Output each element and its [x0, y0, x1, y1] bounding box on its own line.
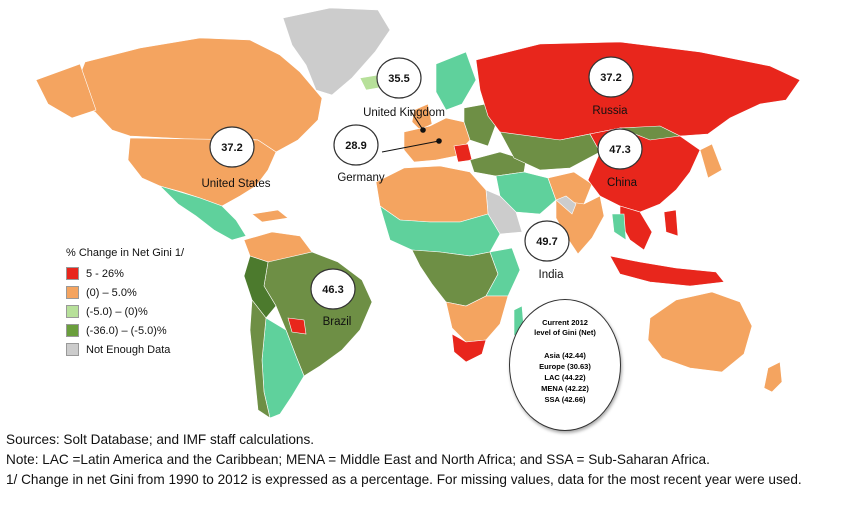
bubble-united-states: 37.2	[209, 126, 255, 168]
region-alaska	[35, 63, 97, 119]
label-russia: Russia	[592, 105, 628, 117]
uk-connector-dot	[420, 127, 426, 133]
svg-text:49.7: 49.7	[536, 236, 557, 248]
regional-item: MENA (42.22)	[541, 384, 589, 393]
legend-title: % Change in Net Gini 1/	[66, 247, 185, 259]
note-footnote: 1/ Change in net Gini from 1990 to 2012 …	[6, 472, 802, 487]
legend-item: (-36.0) – (-5.0)%	[66, 321, 271, 340]
legend-label: (-5.0) – (0)%	[86, 305, 148, 318]
legend-label: Not Enough Data	[86, 343, 171, 356]
regional-item: LAC (44.22)	[544, 373, 586, 382]
legend-item: Not Enough Data	[66, 340, 271, 359]
svg-text:47.3: 47.3	[609, 144, 630, 156]
legend-swatch	[66, 324, 79, 337]
bubble-india: 49.7	[524, 220, 570, 262]
note-sources: Sources: Solt Database; and IMF staff ca…	[6, 432, 315, 447]
bubble-china: 47.3	[597, 128, 643, 170]
bubble-united-kingdom: 35.5	[376, 57, 422, 99]
region-balkans	[453, 143, 473, 163]
region-pakistan	[555, 195, 577, 215]
regional-title-line1: Current 2012	[542, 318, 588, 327]
region-thailand	[611, 213, 627, 241]
svg-text:46.3: 46.3	[322, 284, 343, 296]
map-canvas: 37.2 35.5 28.9 37.2 47.3 49.7 46.3 Unite…	[35, 7, 801, 419]
region-caribbean	[251, 209, 289, 223]
svg-text:37.2: 37.2	[600, 72, 621, 84]
region-korea-japan	[699, 143, 723, 179]
legend-label: (0) – 5.0%	[86, 286, 137, 299]
legend-item: (-5.0) – (0)%	[66, 302, 271, 321]
bubble-russia: 37.2	[588, 56, 634, 98]
region-sahel	[379, 205, 501, 257]
source-notes: Sources: Solt Database; and IMF staff ca…	[6, 430, 861, 490]
regional-item: SSA (42.66)	[544, 395, 586, 404]
uk-connector	[409, 109, 424, 131]
region-kazakhstan	[499, 131, 601, 171]
label-india: India	[539, 269, 565, 281]
legend-swatch	[66, 343, 79, 356]
label-germany: Germany	[337, 172, 385, 184]
region-new-zealand	[763, 361, 783, 393]
region-southern-africa	[445, 295, 509, 343]
legend-item: 5 - 26%	[66, 264, 271, 283]
region-mongolia	[619, 125, 682, 141]
regional-title-line2: level of Gini (Net)	[534, 328, 596, 337]
region-greenland	[282, 7, 391, 96]
note-abbreviations: Note: LAC =Latin America and the Caribbe…	[6, 452, 710, 467]
legend-label: (-36.0) – (-5.0)%	[86, 324, 167, 337]
germany-connector-dot	[436, 138, 442, 144]
regional-item: Asia (42.44)	[544, 351, 586, 360]
map-legend: % Change in Net Gini 1/ 5 - 26% (0) – 5.…	[66, 247, 271, 359]
region-scandinavia	[435, 51, 477, 111]
region-south-africa	[451, 333, 487, 363]
legend-label: 5 - 26%	[86, 267, 124, 280]
region-philippines	[663, 209, 679, 237]
regional-list: Asia (42.44) Europe (30.63) LAC (44.22) …	[510, 350, 620, 405]
label-united-states: United States	[201, 178, 270, 190]
legend-swatch	[66, 267, 79, 280]
bubble-germany: 28.9	[333, 124, 379, 166]
legend-swatch	[66, 305, 79, 318]
svg-text:37.2: 37.2	[221, 142, 242, 154]
region-peru	[243, 255, 277, 319]
region-indonesia	[609, 255, 725, 287]
regional-item: Europe (30.63)	[539, 362, 591, 371]
region-paraguay	[287, 317, 307, 335]
regional-gini-box: Current 2012 level of Gini (Net) Asia (4…	[509, 299, 621, 431]
germany-connector	[381, 140, 440, 153]
region-chile	[249, 299, 271, 419]
label-brazil: Brazil	[323, 316, 352, 328]
label-united-kingdom: United Kingdom	[363, 107, 445, 119]
bubble-brazil: 46.3	[310, 268, 356, 310]
region-mexico	[159, 185, 247, 241]
region-canada	[69, 37, 323, 153]
region-russia	[475, 41, 801, 141]
svg-text:35.5: 35.5	[388, 73, 409, 85]
world-map: 37.2 35.5 28.9 37.2 47.3 49.7 46.3 Unite…	[35, 7, 801, 431]
legend-swatch	[66, 286, 79, 299]
region-north-africa	[375, 165, 489, 223]
label-china: China	[607, 177, 638, 189]
svg-text:28.9: 28.9	[345, 140, 366, 152]
region-australia	[647, 291, 753, 373]
legend-item: (0) – 5.0%	[66, 283, 271, 302]
